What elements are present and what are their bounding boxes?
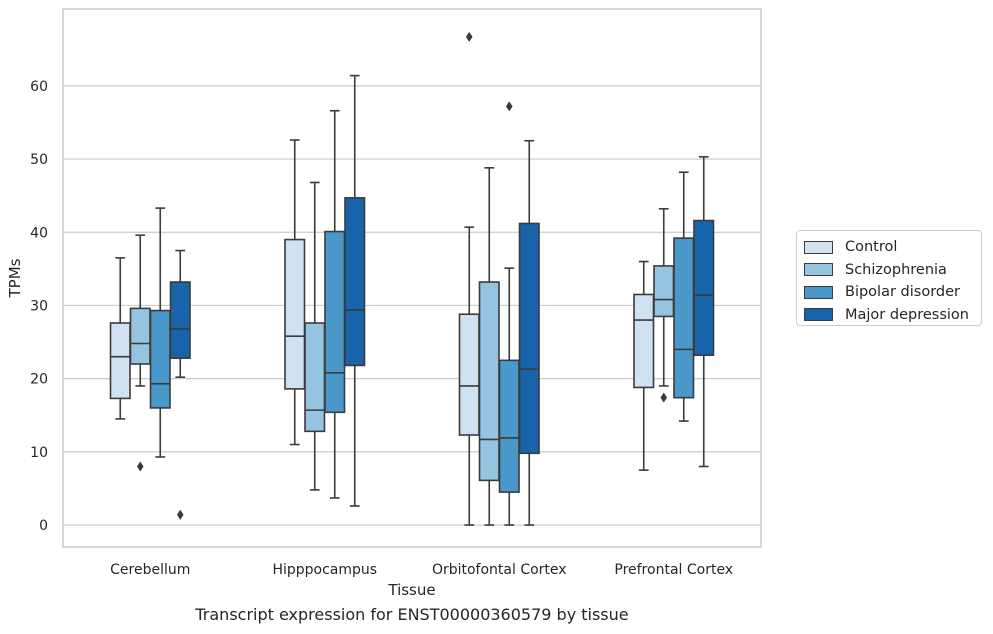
iqr-box <box>673 237 695 399</box>
y-tick-label: 30 <box>30 298 48 314</box>
outlier-point <box>136 461 144 472</box>
legend-item-bipolar-disorder: Bipolar disorder <box>804 281 981 304</box>
box-schizophrenia-hipppocampus <box>304 181 326 491</box>
iqr-box <box>149 309 171 409</box>
box-control-hipppocampus <box>284 139 306 446</box>
box-schizophrenia-prefrontal-cortex <box>653 208 675 403</box>
outlier-point <box>505 101 513 112</box>
box-schizophrenia-orbitofontal-cortex <box>478 167 500 526</box>
legend-swatch-schizophrenia <box>804 263 833 277</box>
y-tick-label: 0 <box>39 518 48 534</box>
box-bipolar-disorder-orbitofontal-cortex <box>498 101 520 526</box>
boxes <box>109 31 715 526</box>
legend-item-major-depression: Major depression <box>804 304 981 327</box>
iqr-box <box>109 322 131 400</box>
iqr-box <box>498 359 520 493</box>
y-tick-label: 40 <box>30 225 48 241</box>
outlier-point <box>176 509 184 520</box>
box-bipolar-disorder-cerebellum <box>149 207 171 458</box>
chart-title: Transcript expression for ENST0000036057… <box>195 605 629 624</box>
x-tick-label-prefrontal-cortex: Prefrontal Cortex <box>614 562 733 578</box>
iqr-box <box>458 313 480 436</box>
iqr-box <box>653 265 675 318</box>
iqr-box <box>129 307 151 365</box>
x-axis-title: Tissue <box>387 581 435 599</box>
outlier-point <box>465 31 473 42</box>
x-tick-label-orbitofontal-cortex: Orbitofontal Cortex <box>432 562 567 578</box>
legend-swatch-bipolar-disorder <box>804 285 833 299</box>
box-major-depression-hipppocampus <box>344 74 366 507</box>
iqr-box <box>324 230 346 414</box>
box-major-depression-orbitofontal-cortex <box>518 139 540 526</box>
x-tick-label-hipppocampus: Hipppocampus <box>272 562 377 578</box>
y-tick-label: 60 <box>30 79 48 95</box>
legend-item-control: Control <box>804 236 981 259</box>
legend-swatch-major-depression <box>804 308 833 322</box>
box-control-cerebellum <box>109 257 131 420</box>
outlier-point <box>660 392 668 403</box>
box-control-orbitofontal-cortex <box>458 31 480 526</box>
legend-label-major-depression: Major depression <box>845 306 969 323</box>
iqr-box <box>518 222 540 455</box>
legend-label-bipolar-disorder: Bipolar disorder <box>845 284 960 301</box>
plot-frame <box>62 8 762 548</box>
x-tick-label-cerebellum: Cerebellum <box>110 562 190 578</box>
legend-label-schizophrenia: Schizophrenia <box>845 261 947 278</box>
tick-labels: 0 10 20 30 40 50 60 Cerebellum Hipppocampus Orbit… <box>30 79 733 578</box>
iqr-box <box>304 322 326 433</box>
iqr-box <box>478 281 500 482</box>
iqr-box <box>169 281 191 359</box>
legend-label-control: Control <box>845 239 898 256</box>
box-control-prefrontal-cortex <box>633 260 655 471</box>
legend-swatch-control <box>804 240 833 254</box>
iqr-box <box>693 219 715 357</box>
box-schizophrenia-cerebellum <box>129 234 151 472</box>
y-tick-label: 50 <box>30 152 48 168</box>
iqr-box <box>344 197 366 367</box>
box-major-depression-prefrontal-cortex <box>693 156 715 468</box>
box-bipolar-disorder-prefrontal-cortex <box>673 171 695 422</box>
y-axis-title: TPMs <box>6 258 24 298</box>
box-major-depression-cerebellum <box>169 249 191 520</box>
y-tick-label: 10 <box>30 445 48 461</box>
box-bipolar-disorder-hipppocampus <box>324 109 346 499</box>
iqr-box <box>284 238 306 390</box>
legend-item-schizophrenia: Schizophrenia <box>804 259 981 282</box>
iqr-box <box>633 293 655 389</box>
legend: Control Schizophrenia Bipolar disorder M… <box>796 230 982 326</box>
y-tick-label: 20 <box>30 372 48 388</box>
